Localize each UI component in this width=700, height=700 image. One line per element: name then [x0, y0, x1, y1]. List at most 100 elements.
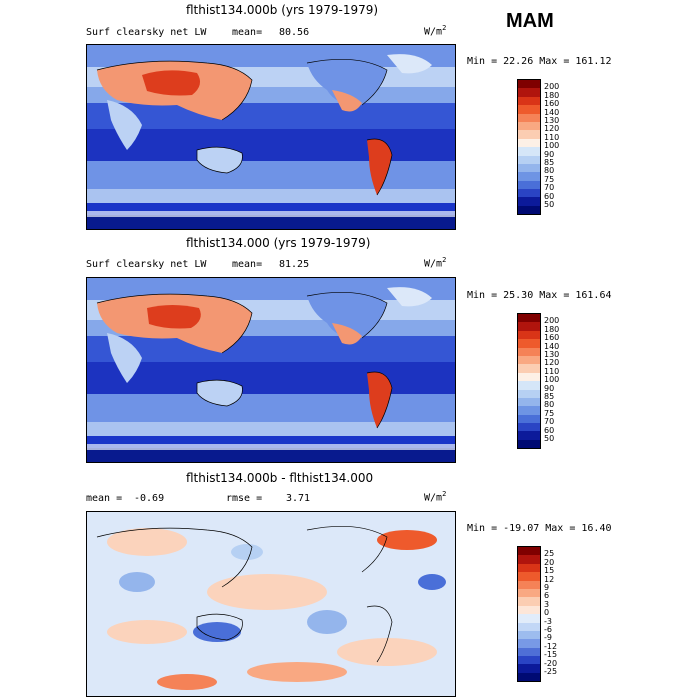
- panel-1-minmax: Min = 22.26 Max = 161.12: [467, 56, 612, 67]
- colorbar-swatch: [518, 588, 540, 598]
- colorbar-tick-label: 60: [544, 425, 555, 435]
- colorbar-swatch: [518, 130, 540, 139]
- colorbar-swatch: [518, 189, 540, 198]
- colorbar-swatch: [518, 364, 540, 373]
- colorbar-tick-label: 130: [544, 350, 560, 359]
- colorbar-tick-label: 120: [544, 358, 560, 368]
- colorbar-tick-label: 6: [544, 591, 550, 601]
- colorbar-tick-label: 0: [544, 608, 550, 618]
- panel-2-mean-label: mean=: [232, 259, 263, 270]
- colorbar-tick-label: 140: [544, 107, 560, 117]
- colorbar-tick-label: 180: [544, 90, 560, 100]
- panel-3-colorbar-labels: 25 20 15 12 9 6 3 0 -3 -6 -9 -12 -15 -20 -25: [544, 546, 584, 686]
- colorbar-tick-label: -9: [544, 633, 552, 643]
- colorbar-swatch: [518, 121, 540, 131]
- colorbar-swatch: [518, 656, 540, 665]
- colorbar-swatch: [518, 347, 540, 356]
- colorbar-swatch: [518, 622, 540, 631]
- colorbar-tick-label: 15: [544, 566, 555, 576]
- colorbar-swatch: [518, 605, 540, 615]
- colorbar-swatch: [518, 180, 540, 190]
- panel-3-rmse-value: 3.71: [286, 493, 311, 504]
- season-label: MAM: [506, 10, 554, 32]
- colorbar-tick-label: -6: [544, 625, 552, 634]
- colorbar-swatch: [518, 647, 540, 657]
- colorbar-swatch: [518, 105, 540, 114]
- colorbar-swatch: [518, 205, 540, 215]
- panel-3-mean-label: mean =: [86, 493, 123, 504]
- colorbar-tick-label: 60: [544, 191, 555, 201]
- panel-1-title: flthist134.000b (yrs 1979-1979): [186, 3, 379, 17]
- colorbar-tick-label: 130: [544, 116, 560, 125]
- colorbar-tick-label: 50: [544, 434, 555, 443]
- colorbar-tick-label: 9: [544, 583, 550, 592]
- panel-2-units: W/m2: [424, 256, 447, 270]
- colorbar-tick-label: -12: [544, 641, 558, 651]
- colorbar-swatch: [518, 672, 540, 682]
- panel-3-title: flthist134.000b - flthist134.000: [186, 471, 374, 485]
- colorbar-swatch: [518, 355, 540, 365]
- colorbar-tick-label: 110: [544, 366, 560, 376]
- colorbar-tick-label: -20: [544, 658, 558, 668]
- colorbar-tick-label: 90: [544, 149, 555, 159]
- colorbar-tick-label: 160: [544, 333, 560, 343]
- colorbar-swatch: [518, 330, 540, 340]
- colorbar-swatch: [518, 563, 540, 573]
- colorbar-tick-label: 200: [544, 316, 560, 326]
- colorbar-tick-label: 80: [544, 400, 555, 410]
- colorbar-swatch: [518, 555, 540, 564]
- colorbar-tick-label: 3: [544, 599, 550, 609]
- colorbar-tick-label: -25: [544, 667, 558, 676]
- colorbar-swatch: [518, 322, 540, 331]
- colorbar-tick-label: 25: [544, 549, 555, 559]
- colorbar-swatch: [518, 339, 540, 348]
- colorbar-swatch: [518, 597, 540, 606]
- panel-1-map: [86, 44, 456, 230]
- panel-3-map: [86, 511, 456, 697]
- colorbar-swatch: [518, 88, 540, 97]
- colorbar-swatch: [518, 431, 540, 440]
- panel-2-minmax: Min = 25.30 Max = 161.64: [467, 290, 612, 301]
- colorbar-tick-label: 100: [544, 375, 560, 385]
- colorbar-swatch: [518, 314, 540, 323]
- colorbar-swatch: [518, 163, 540, 173]
- colorbar-swatch: [518, 381, 540, 390]
- colorbar-swatch: [518, 423, 540, 432]
- colorbar-swatch: [518, 80, 540, 89]
- panel-1-mean-value: 80.56: [279, 27, 310, 38]
- panel-1-variable-label: Surf clearsky net LW: [86, 27, 207, 38]
- colorbar-tick-label: 90: [544, 383, 555, 393]
- colorbar-tick-label: 12: [544, 574, 555, 584]
- colorbar-swatch: [518, 630, 540, 640]
- panel-1-mean-label: mean=: [232, 27, 263, 38]
- colorbar-tick-label: 160: [544, 99, 560, 109]
- colorbar-swatch: [518, 580, 540, 589]
- panel-1-units: W/m2: [424, 24, 447, 38]
- panel-2-mean-value: 81.25: [279, 259, 310, 270]
- colorbar-tick-label: -3: [544, 616, 552, 626]
- panel-3-rmse-label: rmse =: [226, 493, 263, 504]
- colorbar-swatch: [518, 397, 540, 407]
- colorbar-swatch: [518, 406, 540, 415]
- panel-3-colorbar: [517, 546, 541, 683]
- colorbar-swatch: [518, 414, 540, 424]
- colorbar-swatch: [518, 113, 540, 122]
- colorbar-tick-label: 85: [544, 392, 555, 401]
- panel-3-mean-value: -0.69: [134, 493, 165, 504]
- panel-2-colorbar: [517, 313, 541, 450]
- colorbar-tick-label: 120: [544, 124, 560, 134]
- panel-2-title: flthist134.000 (yrs 1979-1979): [186, 236, 371, 250]
- colorbar-swatch: [518, 138, 540, 148]
- colorbar-swatch: [518, 439, 540, 449]
- colorbar-tick-label: 100: [544, 141, 560, 151]
- colorbar-swatch: [518, 664, 540, 673]
- colorbar-tick-label: 50: [544, 200, 555, 209]
- panel-1-colorbar-labels: 200 180 160 140 130 120 110 100 90 85 80 75 70 60 50: [544, 79, 584, 219]
- panel-3-units: W/m2: [424, 490, 447, 504]
- colorbar-swatch: [518, 155, 540, 164]
- colorbar-swatch: [518, 547, 540, 556]
- colorbar-tick-label: 200: [544, 82, 560, 92]
- colorbar-tick-label: 140: [544, 341, 560, 351]
- panel-2-variable-label: Surf clearsky net LW: [86, 259, 207, 270]
- colorbar-swatch: [518, 172, 540, 181]
